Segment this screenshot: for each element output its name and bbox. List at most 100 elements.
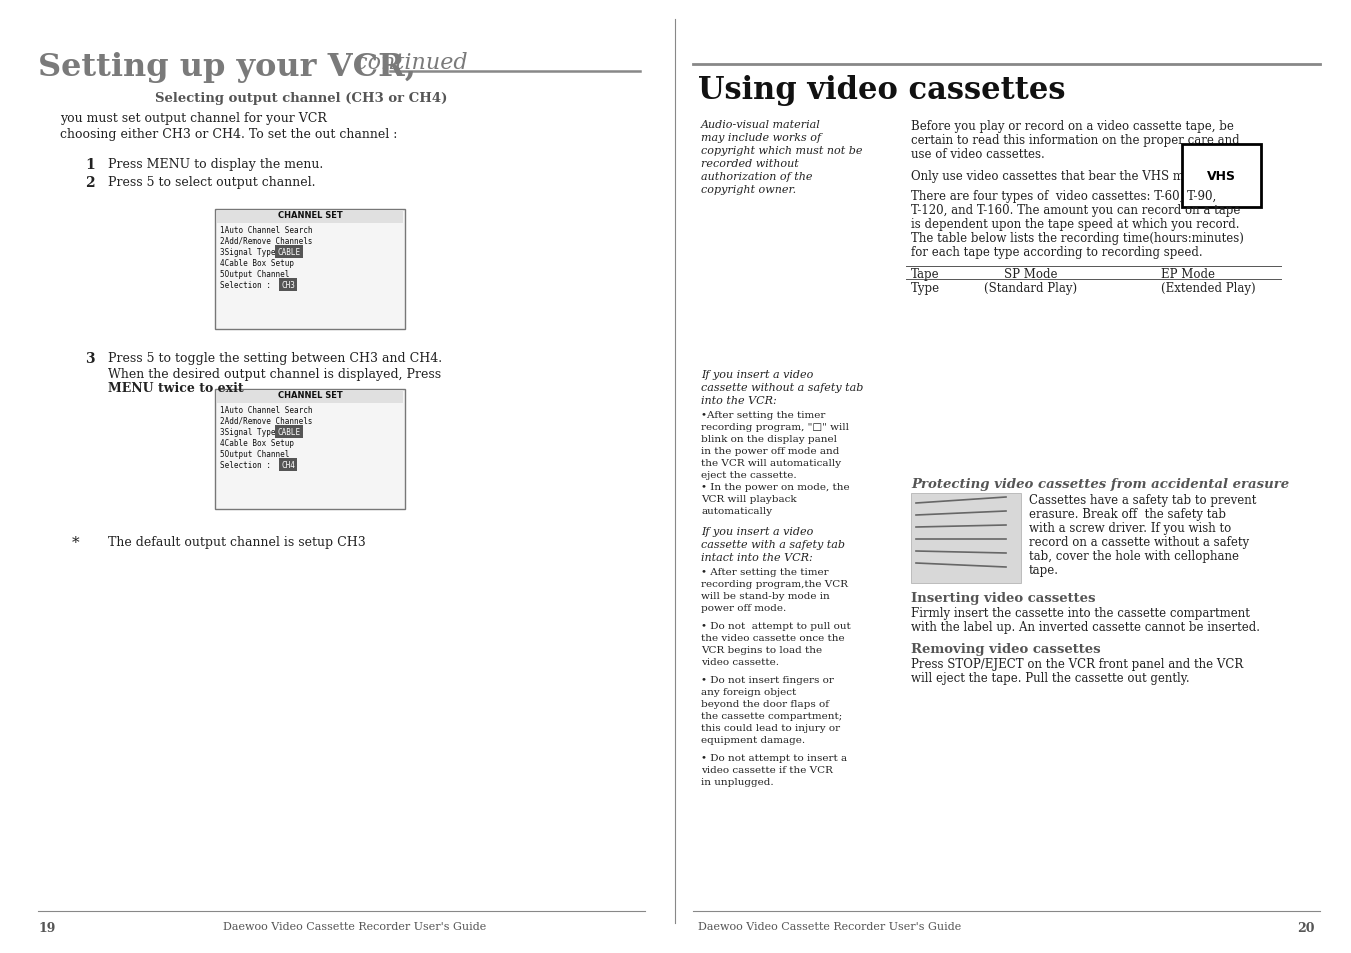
Bar	[218, 391, 403, 403]
Text: Only use video cassettes that bear the VHS mark:: Only use video cassettes that bear the V…	[911, 170, 1208, 183]
Text: CABLE: CABLE	[277, 428, 301, 436]
Bar	[215, 210, 405, 330]
Text: Protecting video cassettes from accidental erasure: Protecting video cassettes from accident…	[911, 477, 1289, 491]
Text: • In the power on mode, the: • In the power on mode, the	[701, 482, 850, 492]
Text: the video cassette once the: the video cassette once the	[701, 634, 844, 642]
Text: cassette with a safety tab: cassette with a safety tab	[701, 539, 844, 550]
Text: use of video cassettes.: use of video cassettes.	[911, 148, 1044, 161]
Text: blink on the display panel: blink on the display panel	[701, 435, 838, 443]
Text: Inserting video cassettes: Inserting video cassettes	[911, 592, 1096, 604]
Text: recorded without: recorded without	[701, 159, 798, 169]
Text: recording program,the VCR: recording program,the VCR	[701, 579, 848, 588]
Text: beyond the door flaps of: beyond the door flaps of	[701, 700, 830, 708]
Text: EP Mode: EP Mode	[1161, 268, 1215, 281]
Text: cassette without a safety tab: cassette without a safety tab	[701, 382, 863, 393]
Text: with a screw driver. If you wish to: with a screw driver. If you wish to	[1029, 521, 1231, 535]
Text: CH3: CH3	[281, 281, 295, 290]
Text: authorization of the: authorization of the	[701, 172, 812, 182]
Text: 20: 20	[1297, 921, 1315, 934]
Text: with the label up. An inverted cassette cannot be inserted.: with the label up. An inverted cassette …	[911, 620, 1260, 634]
Text: Cassettes have a safety tab to prevent: Cassettes have a safety tab to prevent	[1029, 494, 1256, 506]
Text: SP Mode: SP Mode	[1004, 268, 1058, 281]
Text: When the desired output channel is displayed, Press: When the desired output channel is displ…	[108, 368, 442, 380]
Bar	[218, 211, 403, 224]
Text: T-120, and T-160. The amount you can record on a tape: T-120, and T-160. The amount you can rec…	[911, 204, 1240, 216]
Text: tab, cover the hole with cellophane: tab, cover the hole with cellophane	[1029, 550, 1239, 562]
Text: VCR will playback: VCR will playback	[701, 495, 797, 503]
Text: 4Cable Box Setup: 4Cable Box Setup	[220, 258, 295, 268]
Text: video cassette.: video cassette.	[701, 658, 780, 666]
Text: intact into the VCR:: intact into the VCR:	[701, 553, 813, 562]
Text: CABLE: CABLE	[277, 248, 301, 256]
Text: Press 5 to toggle the setting between CH3 and CH4.: Press 5 to toggle the setting between CH…	[108, 352, 442, 365]
Text: •After setting the timer: •After setting the timer	[701, 411, 825, 419]
Text: • Do not attempt to insert a: • Do not attempt to insert a	[701, 753, 847, 762]
Text: Daewoo Video Cassette Recorder User's Guide: Daewoo Video Cassette Recorder User's Gu…	[698, 921, 962, 931]
Text: 5Output Channel: 5Output Channel	[220, 450, 289, 458]
Text: will be stand-by mode in: will be stand-by mode in	[701, 592, 830, 600]
Text: Before you play or record on a video cassette tape, be: Before you play or record on a video cas…	[911, 120, 1233, 132]
Text: 4Cable Box Setup: 4Cable Box Setup	[220, 438, 295, 448]
Text: 2Add/Remove Channels: 2Add/Remove Channels	[220, 416, 312, 426]
Text: eject the cassette.: eject the cassette.	[701, 471, 797, 479]
Text: 3: 3	[85, 352, 95, 366]
Text: continued: continued	[349, 52, 467, 74]
Text: There are four types of  video cassettes: T-60, T-90,: There are four types of video cassettes:…	[911, 190, 1216, 203]
Text: 2: 2	[85, 175, 95, 190]
Text: If you insert a video: If you insert a video	[701, 370, 813, 379]
Text: Firmly insert the cassette into the cassette compartment: Firmly insert the cassette into the cass…	[911, 606, 1250, 619]
Text: Removing video cassettes: Removing video cassettes	[911, 642, 1101, 656]
Text: CH4: CH4	[281, 460, 295, 470]
Text: Press STOP/EJECT on the VCR front panel and the VCR: Press STOP/EJECT on the VCR front panel …	[911, 658, 1243, 670]
Text: may include works of: may include works of	[701, 132, 821, 143]
Text: • Do not  attempt to pull out: • Do not attempt to pull out	[701, 621, 851, 630]
Text: 1Auto Channel Search: 1Auto Channel Search	[220, 406, 312, 415]
Text: Daewoo Video Cassette Recorder User's Guide: Daewoo Video Cassette Recorder User's Gu…	[223, 921, 486, 931]
Text: Tape: Tape	[911, 268, 940, 281]
Text: equipment damage.: equipment damage.	[701, 735, 805, 744]
Text: Press 5 to select output channel.: Press 5 to select output channel.	[108, 175, 316, 189]
Text: Type: Type	[911, 282, 940, 294]
Text: *: *	[72, 536, 80, 550]
Text: (Extended Play): (Extended Play)	[1161, 282, 1255, 294]
Text: 5Output Channel: 5Output Channel	[220, 270, 289, 278]
Text: Selection :: Selection :	[220, 460, 303, 470]
Text: The default output channel is setup CH3: The default output channel is setup CH3	[108, 536, 366, 548]
Text: power off mode.: power off mode.	[701, 603, 786, 613]
Text: copyright owner.: copyright owner.	[701, 185, 796, 194]
Text: Selecting output channel (CH3 or CH4): Selecting output channel (CH3 or CH4)	[155, 91, 447, 105]
Text: (Standard Play): (Standard Play)	[985, 282, 1078, 294]
Text: is dependent upon the tape speed at which you record.: is dependent upon the tape speed at whic…	[911, 218, 1239, 231]
Text: VCR begins to load the: VCR begins to load the	[701, 645, 823, 655]
Text: The table below lists the recording time(hours:minutes): The table below lists the recording time…	[911, 232, 1244, 245]
Text: automatically: automatically	[701, 506, 773, 516]
Text: the VCR will automatically: the VCR will automatically	[701, 458, 842, 468]
Text: copyright which must not be: copyright which must not be	[701, 146, 862, 156]
Text: 19: 19	[38, 921, 55, 934]
Text: in the power off mode and: in the power off mode and	[701, 447, 839, 456]
Text: for each tape type according to recording speed.: for each tape type according to recordin…	[911, 246, 1202, 258]
Text: choosing either CH3 or CH4. To set the out channel :: choosing either CH3 or CH4. To set the o…	[59, 128, 397, 141]
Text: If you insert a video: If you insert a video	[701, 526, 813, 537]
Text: Setting up your VCR,: Setting up your VCR,	[38, 52, 416, 83]
Text: this could lead to injury or: this could lead to injury or	[701, 723, 840, 732]
Text: 3Signal Type :: 3Signal Type :	[220, 428, 295, 436]
Text: VHS: VHS	[1206, 170, 1236, 183]
Text: record on a cassette without a safety: record on a cassette without a safety	[1029, 536, 1250, 548]
Text: MENU twice to exit: MENU twice to exit	[108, 381, 243, 395]
Text: video cassette if the VCR: video cassette if the VCR	[701, 765, 832, 774]
Text: you must set output channel for your VCR: you must set output channel for your VCR	[59, 112, 327, 125]
Text: the cassette compartment;: the cassette compartment;	[701, 711, 842, 720]
Text: CHANNEL SET: CHANNEL SET	[277, 391, 342, 399]
Text: Selection :: Selection :	[220, 281, 303, 290]
Bar	[911, 494, 1021, 583]
Text: in unplugged.: in unplugged.	[701, 778, 774, 786]
Text: Audio-visual material: Audio-visual material	[701, 120, 821, 130]
Text: Using video cassettes: Using video cassettes	[698, 75, 1066, 106]
Text: certain to read this information on the proper care and: certain to read this information on the …	[911, 133, 1240, 147]
Text: into the VCR:: into the VCR:	[701, 395, 777, 406]
Text: 3Signal Type :: 3Signal Type :	[220, 248, 295, 256]
Bar	[215, 390, 405, 510]
Text: • After setting the timer: • After setting the timer	[701, 567, 828, 577]
Text: 2Add/Remove Channels: 2Add/Remove Channels	[220, 236, 312, 246]
